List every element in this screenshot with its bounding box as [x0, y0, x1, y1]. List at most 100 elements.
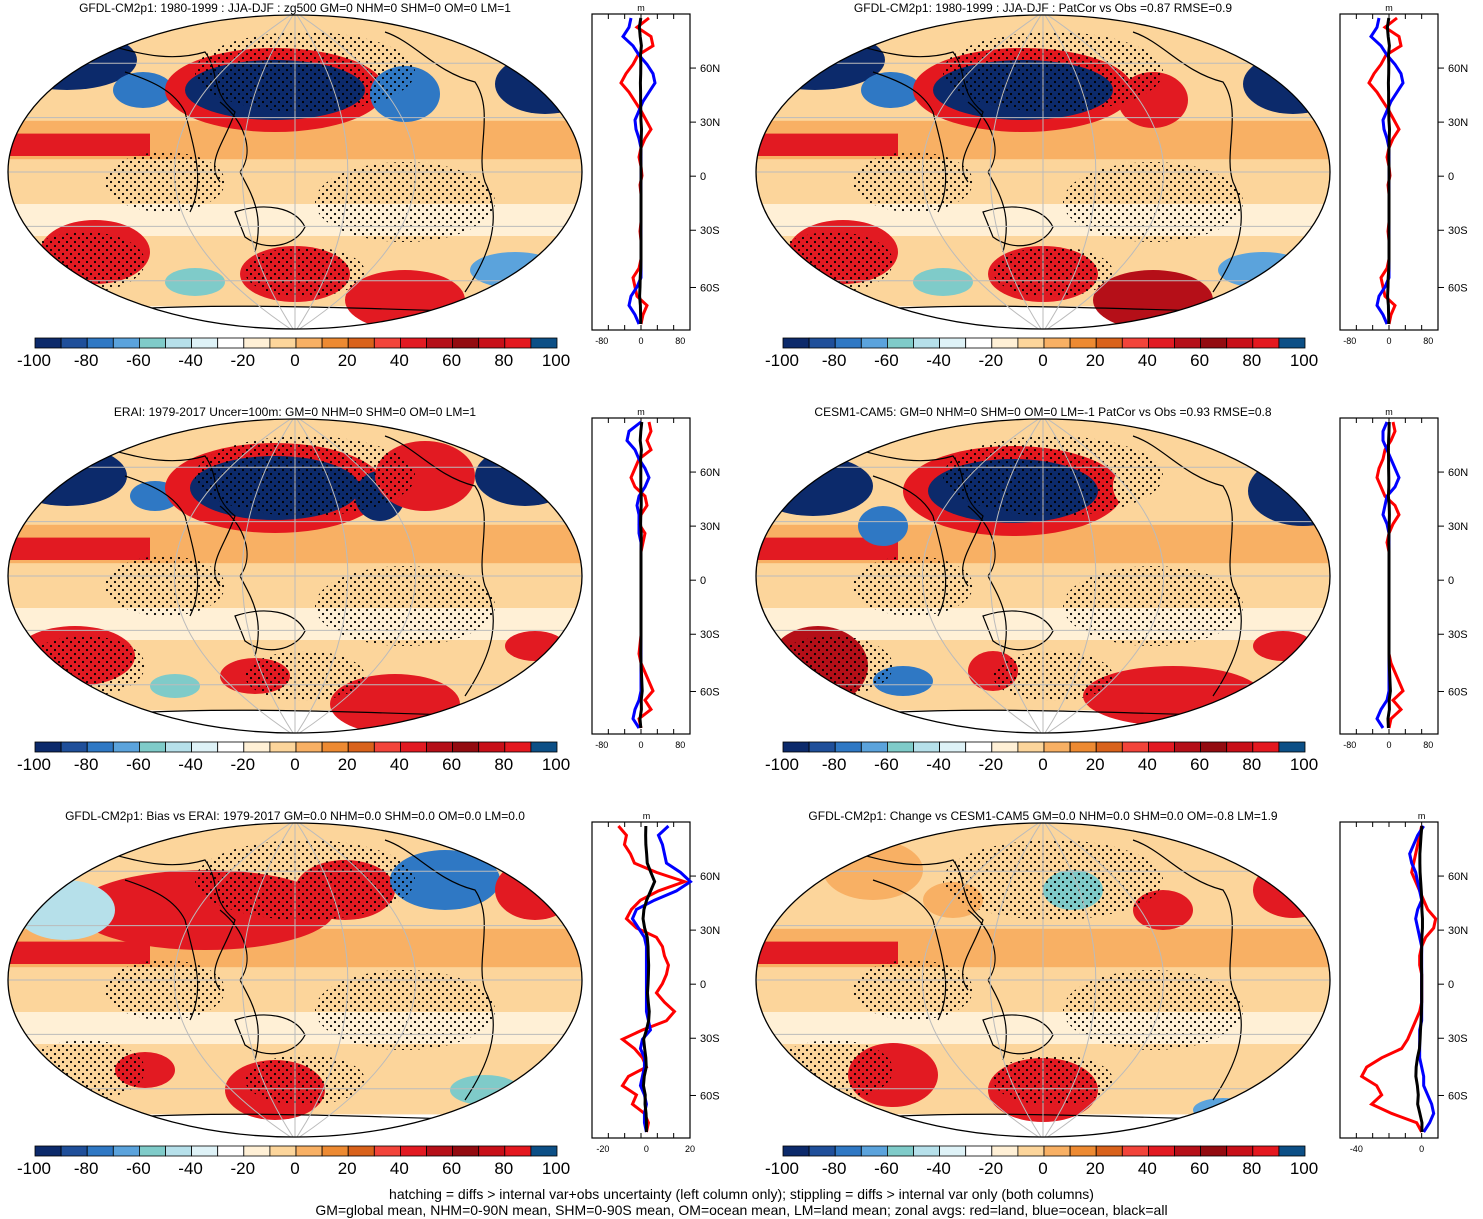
colorbar-tick-label: 80: [494, 755, 514, 774]
colorbar-tick-label: 40: [389, 1159, 409, 1178]
colorbar-tick-label: 0: [290, 351, 300, 370]
lat-label: 60N: [1448, 871, 1468, 883]
colorbar-swatch: [808, 741, 836, 753]
colorbar-swatch: [217, 741, 245, 753]
colorbar-tick-label: -80: [73, 351, 99, 370]
subtropical-band-west: [756, 133, 898, 156]
colorbar-tick-label: 20: [337, 1159, 357, 1178]
coastline: [124, 879, 199, 1021]
stippling-region: [773, 1040, 893, 1100]
map-outline: [755, 14, 1331, 330]
zonal-xtick-label: 0: [644, 1144, 649, 1154]
stippling-region: [773, 232, 893, 292]
colorbar-swatch: [139, 741, 166, 753]
colorbar-tick-label: 20: [1085, 755, 1105, 774]
colorbar-swatch: [165, 1145, 193, 1157]
subtropical-band-west: [8, 941, 150, 964]
zonal-average-plot: m 60N 30N 0 30S 60S -80 0 80: [591, 407, 720, 750]
colorbar-swatch: [1174, 741, 1202, 753]
zonal-unit-label: m: [1418, 811, 1426, 821]
colorbar-swatch: [60, 337, 88, 349]
colorbar-swatch: [1043, 1145, 1071, 1157]
colorbar-swatch: [452, 1145, 480, 1157]
colorbar-tick-label: -20: [230, 351, 256, 370]
zonal-xtick-label: -80: [595, 336, 608, 346]
colorbar-tick-label: -40: [178, 1159, 203, 1178]
colorbar-tick-label: -60: [126, 1159, 151, 1178]
colorbar-swatch: [347, 741, 375, 753]
colorbar-tick-label: 100: [541, 755, 571, 774]
colorbar-swatch: [965, 741, 993, 753]
zonal-xtick-label: 0: [638, 336, 643, 346]
map-outline: [755, 418, 1331, 734]
subtropical-band-west: [756, 537, 898, 560]
colorbar-swatch: [939, 1145, 967, 1157]
lat-label: 0: [700, 979, 706, 991]
zonal-line-all: [1414, 825, 1424, 1133]
colorbar-swatch: [112, 337, 140, 349]
stippling-region: [993, 1055, 1113, 1105]
graticule: [8, 419, 582, 733]
colorbar-swatch: [34, 1145, 62, 1157]
lat-label: 30N: [700, 521, 720, 533]
panel-title: GFDL-CM2p1: Change vs CESM1-CAM5 GM=0.0 …: [808, 809, 1278, 823]
zonal-xtick-label: -40: [1350, 1144, 1363, 1154]
colorbar-swatch: [165, 337, 193, 349]
colorbar-swatch: [165, 741, 193, 753]
colorbar-swatch: [1252, 337, 1280, 349]
zonal-xtick-label: 0: [1386, 740, 1391, 750]
colorbar-swatch: [504, 1145, 532, 1157]
colorbar-swatch: [321, 337, 349, 349]
world-map: [7, 822, 583, 1138]
world-map: [755, 418, 1331, 734]
colorbar-swatch: [60, 741, 88, 753]
colorbar: [34, 741, 558, 753]
colorbar-tick-label: 100: [1289, 1159, 1319, 1178]
colorbar-tick-label: -100: [764, 351, 800, 370]
colorbar-swatch: [1200, 337, 1228, 349]
colorbar-swatch: [191, 741, 219, 753]
anomaly-blob: [470, 252, 560, 288]
coastline: [64, 36, 236, 183]
colorbar-swatch: [1252, 1145, 1280, 1157]
colorbar-swatch: [939, 741, 967, 753]
colorbar-swatch: [399, 337, 427, 349]
colorbar-tick-label: -60: [874, 351, 899, 370]
anomaly-blob: [475, 446, 575, 506]
colorbar-tick-label: -40: [926, 755, 951, 774]
colorbar-swatch: [34, 337, 62, 349]
colorbar-swatch: [243, 1145, 271, 1157]
lat-label: 0: [1448, 979, 1454, 991]
panel-title: GFDL-CM2p1: 1980-1999 : JJA-DJF : PatCor…: [853, 1, 1233, 15]
stippling-region: [105, 152, 225, 212]
colorbar: [34, 337, 558, 349]
anomaly-blob: [390, 850, 500, 910]
lat-label: 30S: [1448, 225, 1468, 237]
colorbar-swatch: [243, 337, 271, 349]
colorbar-swatch: [1278, 741, 1306, 753]
zonal-xtick-label: 20: [685, 1144, 695, 1154]
colorbar-tick-label: -40: [926, 1159, 951, 1178]
colorbar-labels: -100 -80 -60 -40 -20 0 20 40 60 80 100: [765, 1159, 1318, 1181]
colorbar-swatch: [808, 1145, 836, 1157]
anomaly-blob: [913, 268, 973, 296]
colorbar-swatch: [1069, 741, 1097, 753]
colorbar-swatch: [269, 337, 297, 349]
stippling-region: [943, 32, 1163, 112]
graticule: [8, 823, 582, 1137]
colorbar-swatch: [1121, 337, 1149, 349]
colorbar-swatch: [808, 337, 836, 349]
colorbar-tick-label: -80: [821, 755, 847, 774]
stippling-region: [105, 960, 225, 1020]
colorbar-swatch: [1200, 1145, 1228, 1157]
colorbar-swatch: [1069, 337, 1097, 349]
colorbar-swatch: [269, 741, 297, 753]
zonal-xtick-label: -80: [595, 740, 608, 750]
anomaly-blob: [345, 270, 465, 329]
colorbar-tick-label: -100: [764, 1159, 800, 1178]
colorbar-swatch: [1043, 741, 1071, 753]
coastline: [872, 475, 947, 617]
colorbar-swatch: [112, 1145, 140, 1157]
colorbar-swatch: [1095, 337, 1123, 349]
lat-label: 60S: [1448, 282, 1468, 294]
